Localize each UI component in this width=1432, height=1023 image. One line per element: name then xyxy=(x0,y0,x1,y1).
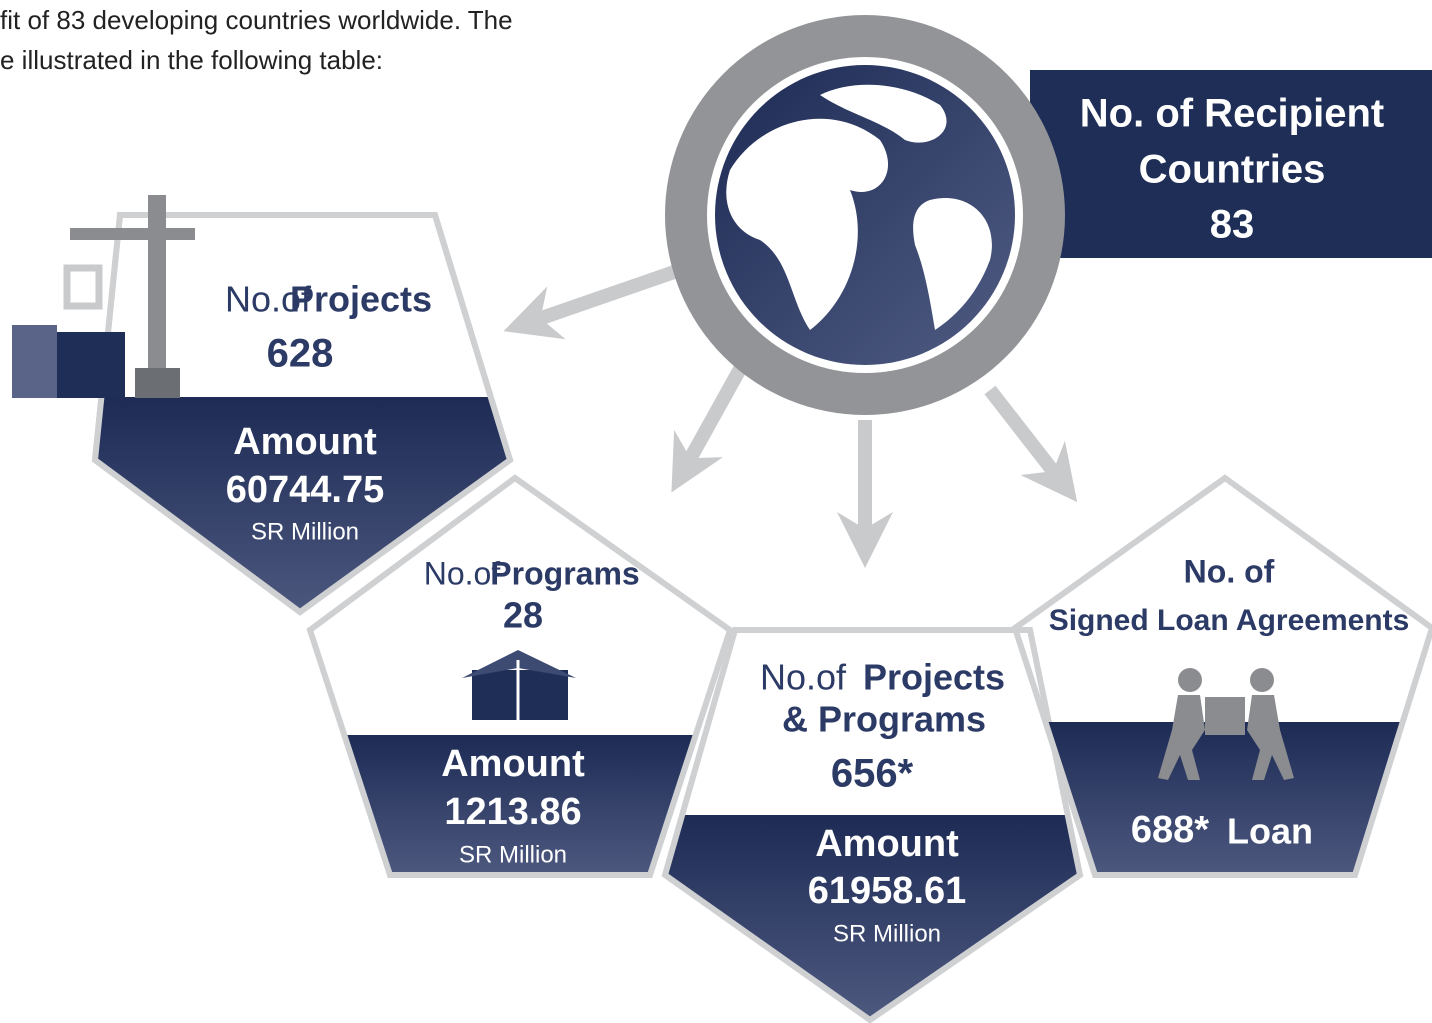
intro-line: e illustrated in the following table: xyxy=(0,45,383,75)
box-icon xyxy=(462,650,576,722)
pentagon-projects xyxy=(91,212,514,616)
amount-value: 61958.61 xyxy=(808,870,967,912)
projects-label: Projects xyxy=(290,279,432,320)
combined-prefix: No.of xyxy=(760,657,847,698)
recipient-value: 83 xyxy=(1210,203,1255,247)
combined-label: & Programs xyxy=(782,699,986,740)
crane-icon xyxy=(12,195,195,398)
amount-value: 1213.86 xyxy=(444,791,581,833)
amount-label: Amount xyxy=(441,743,585,785)
projects-prefix: No.of xyxy=(225,279,312,320)
pentagon-loans xyxy=(1011,474,1432,878)
amount-unit: SR Million xyxy=(251,518,359,545)
programs-value: 28 xyxy=(503,595,543,636)
combined-label: Projects xyxy=(863,657,1005,698)
amount-unit: SR Million xyxy=(459,841,567,868)
programs-prefix: No.of xyxy=(424,555,501,591)
intro-line: fit of 83 developing countries worldwide… xyxy=(0,5,513,35)
amount-label: Amount xyxy=(815,823,959,865)
amount-label: Amount xyxy=(233,421,377,463)
amount-value: 60744.75 xyxy=(226,469,385,511)
pentagon-programs xyxy=(306,474,734,878)
recipient-banner xyxy=(1030,70,1432,258)
loans-unit: Loan xyxy=(1227,811,1313,852)
recipient-label: Countries xyxy=(1139,148,1326,192)
globe xyxy=(665,15,1065,415)
loans-value: 688* xyxy=(1131,809,1209,851)
handshake-icon xyxy=(1158,668,1294,780)
loans-label: No. of xyxy=(1184,553,1275,589)
loans-label: Signed Loan Agreements xyxy=(1049,604,1410,637)
combined-value: 656* xyxy=(831,752,914,796)
arrows xyxy=(503,263,1078,568)
recipient-label: No. of Recipient xyxy=(1080,92,1384,136)
amount-unit: SR Million xyxy=(833,920,941,947)
programs-label: Programs xyxy=(490,555,639,591)
projects-value: 628 xyxy=(267,332,334,376)
